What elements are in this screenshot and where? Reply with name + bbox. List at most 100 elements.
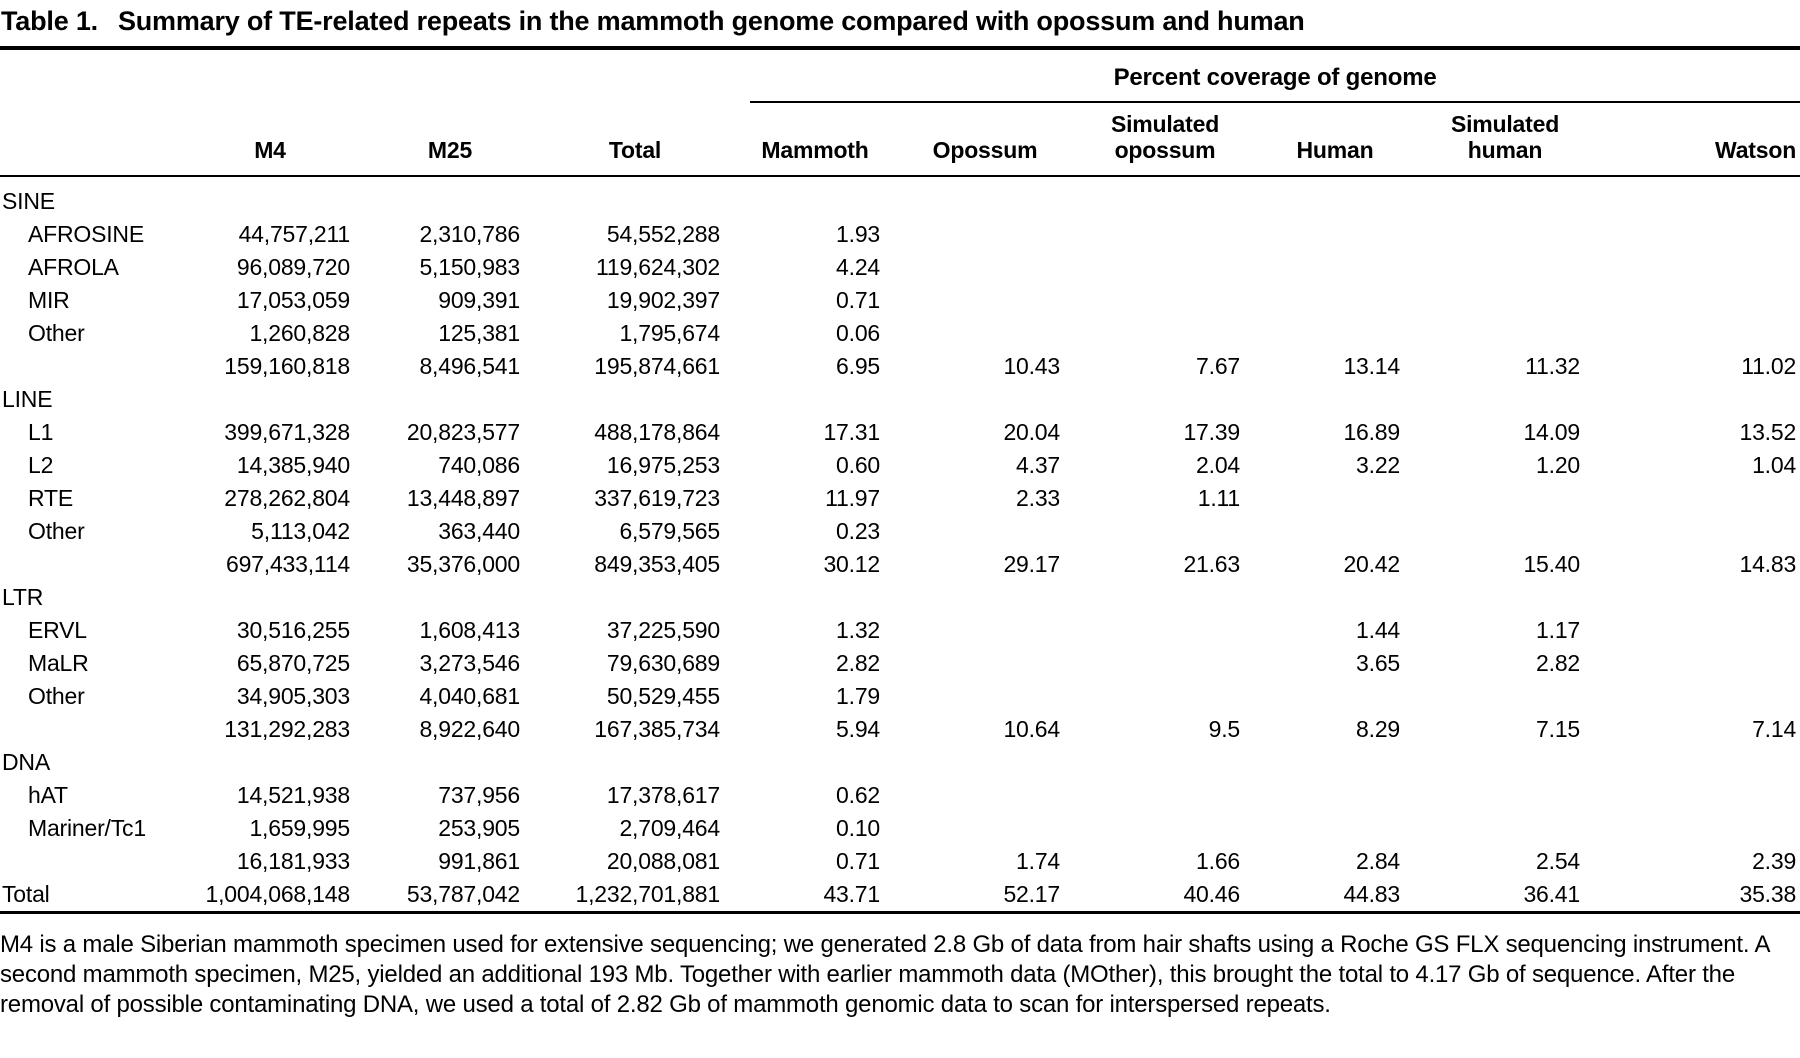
data-cell: 13.52 (1739, 419, 1797, 445)
data-cell (910, 176, 1090, 218)
data-cell: 8,496,541 (419, 353, 520, 379)
data-cell (910, 383, 1090, 416)
data-cell (1270, 251, 1430, 284)
data-cell: 1.17 (1536, 617, 1580, 643)
table-row: Mariner/Tc1 1,659,995 253,905 2,709,464 0.10 (0, 812, 1800, 845)
data-cell: 488,178,864 (594, 419, 720, 445)
data-cell: 3.22 (1356, 452, 1400, 478)
data-cell: 17,378,617 (606, 782, 720, 808)
data-cell (1090, 647, 1270, 680)
data-cell: 1.04 (1752, 452, 1797, 478)
data-cell: 30.12 (823, 551, 880, 577)
data-cell: 697,433,114 (226, 551, 350, 577)
column-header-mammoth: Mammoth (750, 102, 910, 177)
data-cell: 16,975,253 (606, 452, 720, 478)
data-cell (1430, 812, 1610, 845)
data-cell (910, 614, 1090, 647)
data-cell (1270, 317, 1430, 350)
data-cell: 4.24 (836, 254, 880, 280)
data-cell: 14.83 (1739, 551, 1797, 577)
data-cell: 34,905,303 (236, 683, 350, 709)
data-cell: 2.82 (1536, 650, 1580, 676)
data-cell (1430, 383, 1610, 416)
row-label: SINE (2, 188, 55, 214)
data-cell (1270, 680, 1430, 713)
data-cell (190, 383, 380, 416)
data-cell: 2.39 (1752, 848, 1797, 874)
row-label: DNA (2, 749, 50, 775)
data-cell: 21.63 (1183, 551, 1240, 577)
data-cell: 16,181,933 (236, 848, 350, 874)
data-cell (1270, 383, 1430, 416)
data-cell (1610, 251, 1800, 284)
data-cell (1610, 581, 1800, 614)
data-cell (1430, 746, 1610, 779)
data-cell: 35.38 (1739, 881, 1797, 907)
data-cell (380, 581, 550, 614)
data-cell (1090, 812, 1270, 845)
data-cell: 17.39 (1183, 419, 1240, 445)
data-cell: 54,552,288 (606, 221, 720, 247)
row-label: hAT (28, 782, 68, 808)
data-cell: 0.62 (836, 782, 880, 808)
table-footnote: M4 is a male Siberian mammoth specimen u… (0, 931, 1769, 1018)
column-header-opossum: Opossum (910, 102, 1090, 177)
data-cell: 1,795,674 (619, 320, 720, 346)
data-cell (550, 746, 750, 779)
row-label: Mariner/Tc1 (28, 815, 146, 841)
data-cell (1610, 284, 1800, 317)
data-cell (750, 383, 910, 416)
row-label: Total (2, 881, 50, 907)
data-cell: 44,757,211 (238, 221, 351, 247)
data-cell (550, 581, 750, 614)
data-cell (1090, 779, 1270, 812)
row-label: Other (28, 518, 85, 544)
data-cell (910, 680, 1090, 713)
table-row: LTR (0, 581, 1800, 614)
data-cell (1610, 218, 1800, 251)
row-label (0, 548, 190, 581)
data-cell (1610, 647, 1800, 680)
data-cell: 20.42 (1343, 551, 1400, 577)
data-cell (1610, 779, 1800, 812)
data-cell: 167,385,734 (594, 716, 720, 742)
data-cell (1090, 680, 1270, 713)
data-cell: 30,516,255 (236, 617, 350, 643)
data-cell: 50,529,455 (606, 683, 720, 709)
data-cell: 6.95 (836, 353, 880, 379)
data-cell: 5,113,042 (251, 518, 350, 544)
data-cell (910, 515, 1090, 548)
table-row: RTE 278,262,804 13,448,897 337,619,723 11.97… (0, 482, 1800, 515)
data-cell (1430, 779, 1610, 812)
data-cell (750, 176, 910, 218)
data-cell (1610, 680, 1800, 713)
spanner-row: Percent coverage of genome (0, 48, 1800, 103)
data-cell: 10.64 (1003, 716, 1060, 742)
data-cell: 17,053,059 (236, 287, 350, 313)
table-row: MIR 17,053,059 909,391 19,902,397 0.71 (0, 284, 1800, 317)
data-cell (1270, 746, 1430, 779)
data-cell (1610, 515, 1800, 548)
data-cell (1610, 176, 1800, 218)
table-row: 16,181,933 991,861 20,088,081 0.71 1.74 1.66 2… (0, 845, 1800, 878)
data-cell: 1.20 (1536, 452, 1580, 478)
data-cell (910, 284, 1090, 317)
table-row: AFROLA 96,089,720 5,150,983 119,624,302 4.24 (0, 251, 1800, 284)
data-cell: 13.14 (1343, 353, 1400, 379)
table-title: Table 1. Summary of TE-related repeats in… (0, 4, 1800, 46)
data-cell: 849,353,405 (594, 551, 720, 577)
data-cell: 20.04 (1003, 419, 1060, 445)
data-cell: 96,089,720 (236, 254, 350, 280)
row-label: Other (28, 320, 85, 346)
data-cell (1430, 680, 1610, 713)
data-cell (1090, 218, 1270, 251)
data-cell: 278,262,804 (224, 485, 350, 511)
spanner-spacer (0, 48, 750, 102)
data-cell: 1.32 (836, 617, 880, 643)
data-cell (550, 176, 750, 218)
data-cell: 16.89 (1343, 419, 1400, 445)
data-cell: 0.23 (836, 518, 880, 544)
data-cell (1270, 284, 1430, 317)
data-cell: 0.60 (836, 452, 880, 478)
row-label (0, 845, 190, 878)
